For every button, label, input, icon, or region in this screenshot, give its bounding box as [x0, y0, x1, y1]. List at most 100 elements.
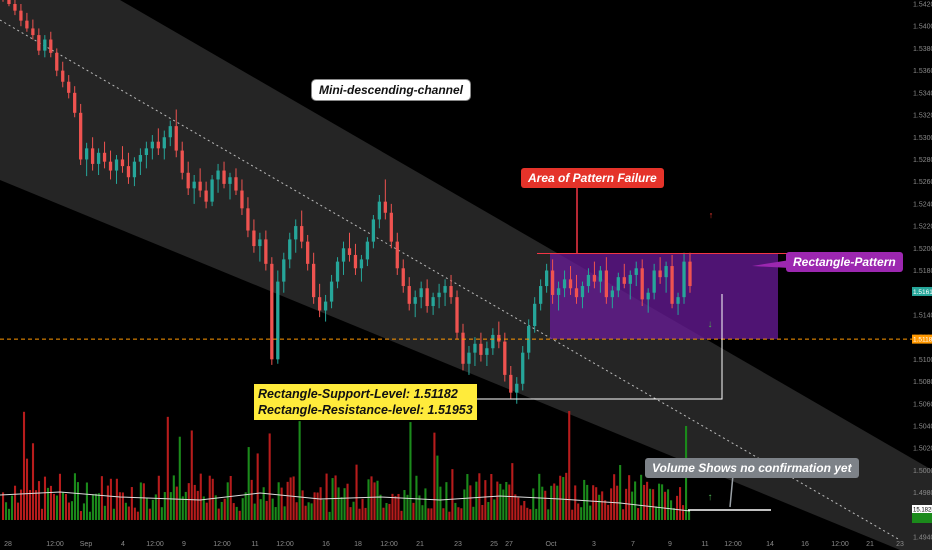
volume-bar	[310, 503, 313, 520]
rectangle-pattern-zone	[550, 253, 778, 340]
volume-bar	[400, 510, 403, 520]
volume-bar	[415, 475, 418, 520]
volume-bar	[193, 484, 196, 520]
volume-bar	[577, 503, 580, 520]
candle-body	[144, 148, 149, 156]
volume-bar	[166, 416, 169, 520]
price-tick-label: 1.52200	[913, 224, 932, 231]
candle-body	[455, 297, 459, 333]
volume-bar	[322, 499, 325, 520]
volume-bar	[460, 508, 463, 520]
volume-bar	[253, 503, 256, 520]
volume-bar	[622, 509, 625, 520]
candle-body	[592, 274, 597, 282]
volume-bar	[517, 497, 520, 520]
candle-body	[168, 126, 172, 138]
volume-bar	[682, 505, 685, 520]
volume-bar	[7, 508, 11, 520]
candle-body	[180, 150, 184, 173]
candle-body	[13, 4, 17, 11]
volume-bar	[262, 487, 265, 520]
volume-bar	[595, 487, 598, 520]
candle-body	[49, 39, 53, 53]
volume-bar	[676, 495, 679, 520]
volume-bar	[361, 498, 364, 520]
volume-bar	[430, 508, 433, 520]
candlestick-series	[2, 0, 692, 404]
volume-bar	[424, 488, 427, 520]
volume-bar	[118, 492, 121, 520]
volume-bar	[337, 487, 340, 520]
volume-bar	[481, 504, 484, 520]
candle-body	[7, 0, 11, 4]
candle-body	[288, 239, 292, 260]
candle-body	[276, 281, 280, 360]
volume-bar	[103, 505, 106, 520]
volume-bar	[628, 475, 631, 520]
candle-body	[204, 190, 208, 202]
candle-body	[682, 261, 686, 298]
candle-body	[604, 270, 609, 298]
volume-bar	[298, 421, 301, 520]
volume-bar	[190, 430, 193, 520]
volume-bar	[211, 478, 214, 520]
volume-bar	[607, 504, 610, 520]
volume-bar	[403, 490, 406, 520]
candle-body	[562, 279, 567, 289]
price-tick-label: 1.52800	[913, 157, 932, 164]
price-tick-label: 1.50400	[913, 423, 932, 430]
channel-midline	[0, 19, 901, 541]
price-tick-label: 1.54000	[913, 24, 932, 31]
volume-badge-label: 15.182K	[913, 508, 932, 514]
volume-bar	[67, 502, 71, 520]
candle-body	[84, 148, 89, 160]
volume-bar	[235, 506, 238, 520]
candle-body	[282, 259, 286, 282]
volume-bar	[658, 483, 661, 520]
volume-bar	[70, 501, 73, 520]
volume-bar	[661, 484, 664, 520]
volume-bar	[106, 485, 109, 520]
time-axis[interactable]: 28 12:00 Sep 4 12:00 9 12:00 11 12:00 16 18 12:00 21…	[4, 541, 904, 548]
volume-bar	[475, 481, 478, 520]
candle-body	[616, 277, 620, 291]
candle-body	[126, 166, 131, 178]
volume-bar	[541, 486, 544, 520]
volume-bar	[553, 483, 556, 520]
volume-bar	[178, 436, 181, 520]
volume-bar	[649, 488, 652, 520]
candle-body	[544, 270, 549, 287]
candle-body	[371, 219, 376, 242]
candle-body	[138, 155, 143, 162]
volume-bar	[157, 475, 160, 520]
volume-bar	[358, 508, 361, 520]
candle-body	[55, 52, 59, 71]
volume-bar	[448, 511, 451, 520]
volume-bar	[433, 432, 436, 520]
volume-bar	[610, 488, 613, 520]
volume-pointer	[729, 474, 734, 508]
volume-bar	[145, 497, 148, 520]
volume-bar	[556, 485, 559, 520]
volume-bar	[388, 503, 391, 520]
volume-bar	[301, 490, 304, 520]
candle-body	[329, 281, 334, 302]
volume-bar	[136, 511, 139, 520]
volume-bar	[274, 507, 277, 520]
candle-body	[485, 348, 489, 355]
price-axis[interactable]: 1.54200 1.54000 1.53800 1.53600 1.53400 1.532…	[912, 2, 932, 542]
time-tick-label: Sep	[80, 541, 93, 548]
volume-bar	[568, 410, 571, 520]
candle-body	[347, 248, 352, 255]
volume-bar	[643, 484, 646, 520]
price-tick-label: 1.50000	[913, 468, 932, 475]
candle-body	[90, 148, 95, 164]
volume-bar	[436, 455, 439, 520]
volume-bar	[478, 473, 481, 520]
time-tick-label: 12:00	[276, 541, 294, 548]
candle-body	[323, 301, 328, 311]
volume-bar	[46, 487, 50, 520]
volume-bar	[151, 499, 154, 520]
volume-bar	[34, 490, 38, 520]
time-tick-label: 12:00	[146, 541, 164, 548]
